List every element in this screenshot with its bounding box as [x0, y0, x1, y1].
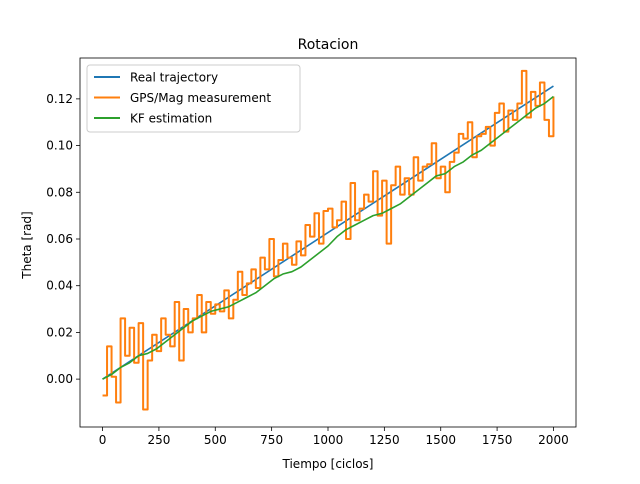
y-tick-label: 0.10: [46, 139, 73, 153]
x-tick-label: 1250: [369, 433, 400, 447]
y-tick-label: 0.12: [46, 92, 73, 106]
x-tick-label: 250: [147, 433, 170, 447]
legend-label-gps-mag-measurement: GPS/Mag measurement: [130, 91, 271, 105]
x-tick-label: 2000: [538, 433, 569, 447]
plot-lines: [102, 69, 555, 411]
legend-box: [86, 64, 301, 133]
x-axis-ticks: 0 250 500 750 1000 1250 1500 1750 2000: [99, 427, 569, 447]
legend-label-kf-estimation: KF estimation: [130, 112, 212, 126]
x-tick-label: 500: [204, 433, 227, 447]
legend: Real trajectory GPS/Mag measurement KF est…: [86, 64, 301, 133]
legend-label-real-trajectory: Real trajectory: [130, 71, 218, 85]
y-tick-label: 0.08: [46, 185, 73, 199]
y-tick-label: 0.06: [46, 232, 73, 246]
y-tick-label: 0.02: [46, 325, 73, 339]
series-line-kf-estimation: [102, 95, 554, 380]
y-tick-label: 0.00: [46, 372, 73, 386]
series-line-real-trajectory: [102, 85, 554, 380]
series-line-gps-mag-measurement: [102, 69, 555, 411]
chart-title: Rotacion: [298, 37, 359, 53]
x-tick-label: 1750: [482, 433, 513, 447]
x-tick-label: 1500: [425, 433, 456, 447]
x-tick-label: 0: [99, 433, 107, 447]
y-axis-ticks: 0.00 0.02 0.04 0.06 0.08 0.10 0.12: [46, 92, 80, 386]
x-tick-label: 1000: [313, 433, 344, 447]
y-axis-label: Theta [rad]: [20, 211, 34, 279]
x-axis-label: Tiempo [ciclos]: [282, 457, 374, 471]
y-tick-label: 0.04: [46, 279, 73, 293]
x-tick-label: 750: [260, 433, 283, 447]
